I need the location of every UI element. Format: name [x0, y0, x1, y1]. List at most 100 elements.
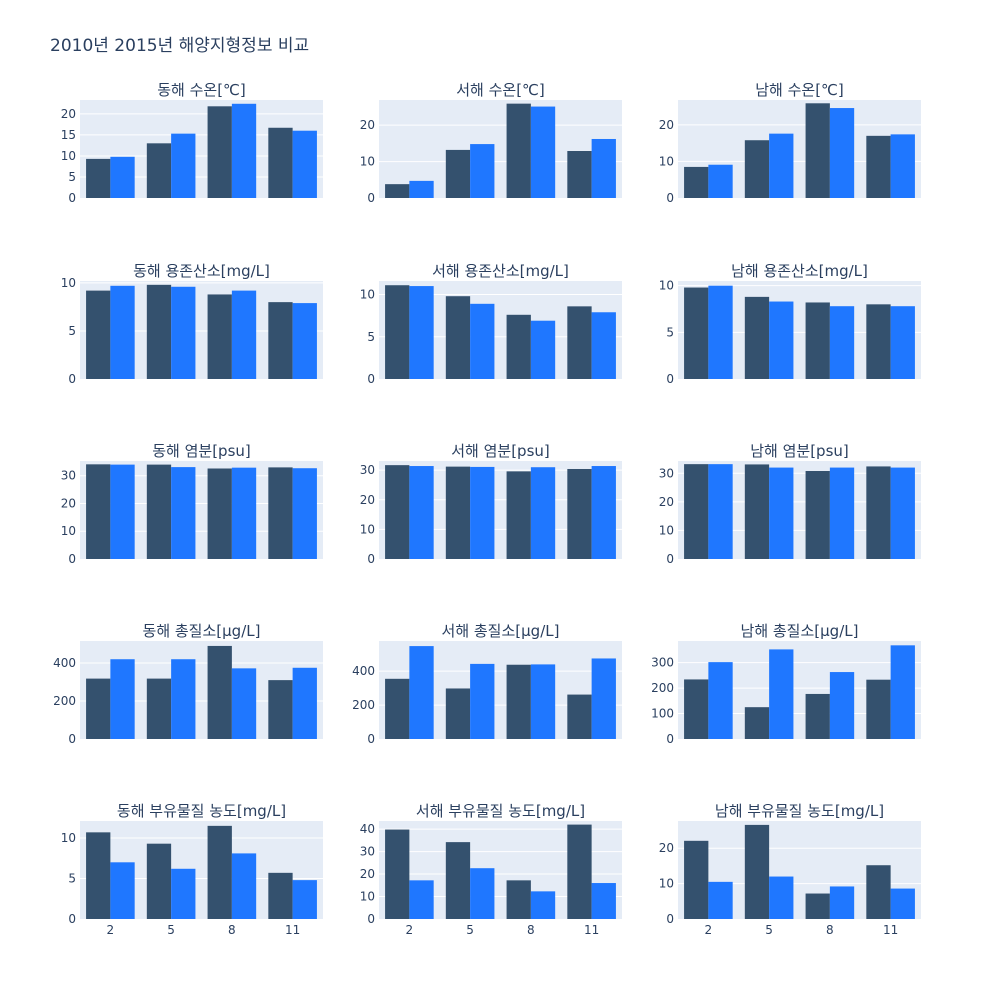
y-tick-label: 0	[367, 732, 375, 746]
bar-2015	[292, 667, 317, 739]
bar-2015	[530, 891, 556, 919]
bar-2010	[385, 184, 410, 198]
bar-2015	[110, 464, 135, 559]
subplot: 0 10 20 30 40 2 5 8 11 서해 부유물질 농도[mg/L]	[360, 802, 622, 937]
subplot: 0 5 10 서해 용존산소[mg/L]	[360, 262, 622, 386]
bar-2015	[470, 466, 495, 559]
bar-2015	[231, 103, 257, 198]
bar-2010	[684, 166, 709, 198]
bar-2015	[708, 881, 733, 919]
bar-2010	[805, 893, 830, 919]
bar-2010	[744, 296, 770, 379]
bar-2015	[470, 663, 495, 739]
x-tick-label: 11	[584, 923, 599, 937]
y-tick-label: 10	[61, 831, 76, 845]
bar-2010	[86, 290, 111, 379]
bar-2010	[207, 468, 232, 559]
bar-2015	[829, 108, 855, 198]
y-tick-label: 30	[61, 469, 76, 483]
subplot-title: 서해 부유물질 농도[mg/L]	[416, 802, 585, 820]
x-tick-label: 11	[285, 923, 300, 937]
bar-2015	[769, 133, 794, 198]
bar-2010	[146, 464, 172, 559]
bar-2010	[506, 471, 531, 559]
y-tick-label: 20	[659, 841, 674, 855]
bar-2015	[530, 106, 556, 198]
x-tick-label: 2	[705, 923, 713, 937]
bar-2015	[171, 868, 196, 919]
bar-2015	[409, 880, 434, 919]
x-tick-label: 8	[826, 923, 834, 937]
y-tick-label: 5	[68, 170, 76, 184]
x-tick-label: 8	[228, 923, 236, 937]
subplot: 0 5 10 남해 용존산소[mg/L]	[659, 262, 921, 386]
x-tick-label: 2	[107, 923, 115, 937]
bar-2010	[684, 464, 709, 559]
subplot-title: 남해 염분[psu]	[750, 442, 849, 460]
bar-2010	[207, 106, 232, 198]
y-tick-label: 40	[360, 822, 375, 836]
bar-2015	[171, 286, 196, 379]
bar-2010	[805, 693, 830, 739]
bar-2015	[769, 876, 794, 919]
bar-2015	[829, 467, 855, 559]
bar-2015	[591, 312, 616, 379]
bar-2010	[866, 865, 891, 919]
y-tick-label: 0	[367, 191, 375, 205]
bar-2010	[506, 103, 531, 198]
bar-2010	[445, 688, 471, 739]
bar-2010	[86, 158, 111, 198]
bar-2010	[866, 466, 891, 559]
subplot-title: 동해 용존산소[mg/L]	[133, 262, 270, 280]
bar-2015	[890, 888, 915, 919]
y-tick-label: 20	[659, 118, 674, 132]
bar-2010	[207, 294, 232, 379]
subplot: 0 200 400 서해 총질소[μg/L]	[352, 622, 622, 746]
y-tick-label: 0	[367, 912, 375, 926]
bar-2010	[567, 694, 592, 739]
subplot-title: 서해 용존산소[mg/L]	[432, 262, 569, 280]
bar-2010	[385, 465, 410, 559]
bar-2015	[110, 156, 135, 198]
bar-2015	[292, 880, 317, 919]
y-tick-label: 200	[53, 694, 76, 708]
y-tick-label: 15	[61, 128, 76, 142]
bar-2015	[231, 668, 257, 739]
bar-2015	[470, 303, 495, 379]
y-tick-label: 5	[666, 325, 674, 339]
y-tick-label: 0	[666, 732, 674, 746]
bar-2010	[744, 464, 770, 559]
subplot-title: 동해 수온[℃]	[157, 81, 246, 99]
subplot-title: 동해 총질소[μg/L]	[143, 622, 261, 640]
bar-2010	[506, 314, 531, 379]
y-tick-label: 20	[659, 495, 674, 509]
bar-2015	[890, 134, 915, 198]
bar-2015	[530, 664, 556, 739]
subplot: 0 200 400 동해 총질소[μg/L]	[53, 622, 323, 746]
bar-2010	[445, 296, 471, 379]
bar-2010	[385, 829, 410, 919]
bar-2015	[409, 180, 434, 198]
y-tick-label: 300	[651, 656, 674, 670]
bar-2010	[385, 285, 410, 379]
y-tick-label: 30	[659, 466, 674, 480]
bar-2015	[708, 662, 733, 739]
bar-2010	[445, 842, 471, 919]
y-tick-label: 30	[360, 463, 375, 477]
bar-2015	[409, 286, 434, 379]
bar-2015	[171, 659, 196, 739]
x-tick-label: 11	[883, 923, 898, 937]
bar-2015	[708, 464, 733, 559]
bar-2015	[231, 467, 257, 559]
bar-2010	[207, 645, 232, 739]
bar-2010	[268, 302, 293, 379]
y-tick-label: 0	[367, 372, 375, 386]
subplot: 0 10 20 남해 수온[℃]	[659, 81, 921, 205]
bar-2015	[769, 467, 794, 559]
y-tick-label: 20	[360, 493, 375, 507]
bar-2010	[567, 306, 592, 379]
bar-2015	[829, 886, 855, 919]
y-tick-label: 0	[666, 372, 674, 386]
bar-2010	[805, 302, 830, 379]
y-tick-label: 5	[68, 872, 76, 886]
